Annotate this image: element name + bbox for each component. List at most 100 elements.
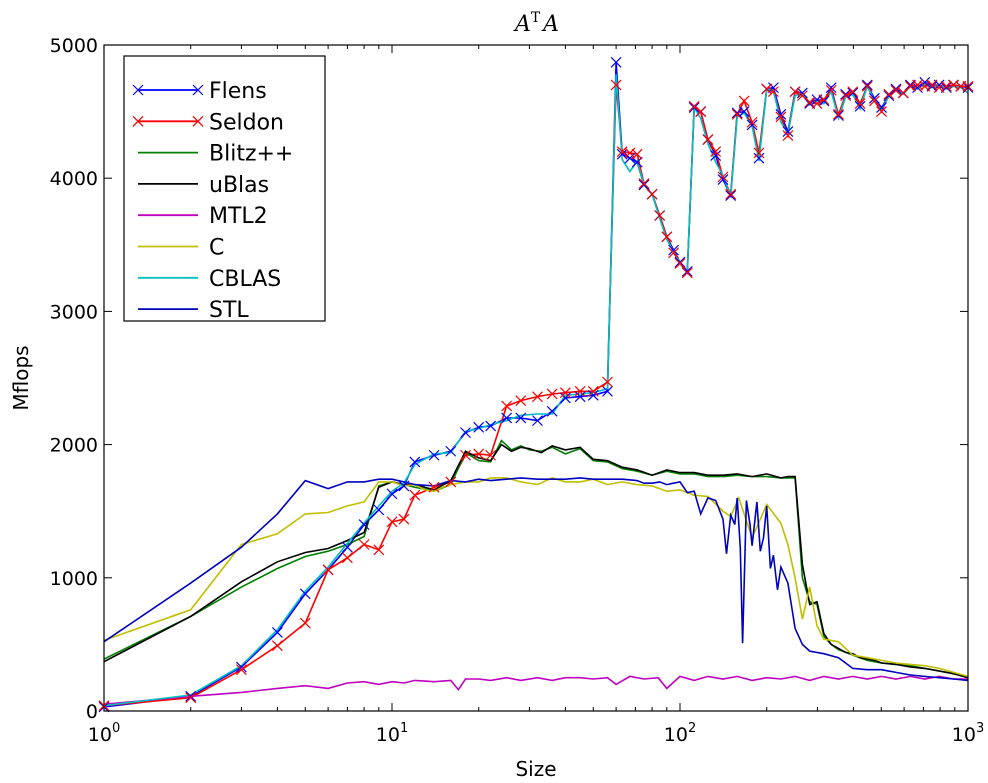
data-point-marker bbox=[861, 79, 873, 91]
data-point-marker bbox=[854, 100, 866, 112]
data-point-marker bbox=[695, 106, 707, 118]
data-point-marker bbox=[235, 661, 247, 673]
data-point-marker bbox=[271, 626, 283, 638]
data-point-marker bbox=[668, 244, 680, 256]
data-point-marker bbox=[738, 95, 750, 107]
data-point-marker bbox=[624, 152, 636, 164]
data-point-marker bbox=[271, 640, 283, 652]
legend-marker bbox=[132, 84, 144, 96]
data-point-marker bbox=[847, 86, 859, 98]
x-tick-label: 100 bbox=[88, 721, 120, 746]
data-point-marker bbox=[668, 247, 680, 259]
data-point-marker bbox=[746, 116, 758, 128]
y-tick-label: 1000 bbox=[50, 568, 98, 590]
data-point-marker bbox=[904, 80, 916, 92]
data-point-marker bbox=[386, 516, 398, 528]
data-point-marker bbox=[185, 690, 197, 702]
data-point-marker bbox=[587, 389, 599, 401]
data-point-marker bbox=[811, 98, 823, 110]
data-point-marker bbox=[654, 210, 666, 221]
y-tick-label: 0 bbox=[86, 701, 98, 723]
data-point-marker bbox=[532, 415, 543, 427]
data-point-marker bbox=[587, 385, 599, 397]
data-point-marker bbox=[731, 107, 743, 119]
data-point-marker bbox=[818, 95, 830, 107]
data-point-marker bbox=[782, 126, 794, 138]
data-point-marker bbox=[919, 76, 931, 88]
data-point-marker bbox=[775, 108, 787, 120]
data-point-marker bbox=[868, 92, 880, 104]
data-point-marker bbox=[738, 106, 750, 118]
data-point-marker bbox=[890, 83, 902, 95]
data-point-marker bbox=[825, 82, 837, 94]
x-tick-label: 101 bbox=[376, 721, 408, 746]
data-point-marker bbox=[661, 231, 673, 243]
legend-item: Flens bbox=[132, 79, 267, 104]
data-point-marker bbox=[710, 150, 722, 161]
chart-title: AT A bbox=[513, 10, 559, 37]
data-point-marker bbox=[854, 98, 866, 110]
data-point-marker bbox=[883, 88, 895, 100]
series-line-mtl2 bbox=[103, 675, 968, 706]
data-point-marker bbox=[847, 87, 859, 99]
data-point-marker bbox=[782, 130, 794, 142]
data-point-marker bbox=[725, 188, 737, 200]
legend: Flens Seldon Blitz++ uBlas MTL2 C CBLAS STL bbox=[123, 55, 326, 323]
legend-label: Blitz++ bbox=[209, 142, 293, 167]
legend-marker bbox=[132, 115, 144, 127]
data-point-marker bbox=[761, 83, 773, 95]
legend-item: CBLAS bbox=[138, 267, 281, 292]
data-point-marker bbox=[546, 405, 558, 417]
data-point-marker bbox=[775, 111, 787, 123]
data-point-marker bbox=[710, 146, 722, 157]
data-point-marker bbox=[358, 519, 370, 530]
x-tick-label: 102 bbox=[664, 721, 696, 746]
data-point-marker bbox=[610, 79, 622, 91]
data-point-marker bbox=[341, 552, 353, 564]
legend-label: C bbox=[209, 236, 224, 261]
legend-label: CBLAS bbox=[209, 267, 281, 292]
data-point-marker bbox=[674, 258, 686, 269]
data-point-marker bbox=[731, 108, 743, 120]
y-axis-label: Mflops bbox=[9, 345, 33, 410]
data-point-marker bbox=[515, 412, 527, 424]
legend-marker bbox=[192, 115, 204, 127]
data-point-marker bbox=[574, 391, 586, 403]
data-point-marker bbox=[501, 412, 513, 424]
data-point-marker bbox=[386, 488, 398, 500]
y-tick-label: 3000 bbox=[50, 301, 98, 323]
legend-label: Seldon bbox=[209, 110, 284, 135]
data-point-marker bbox=[674, 256, 686, 268]
data-point-marker bbox=[646, 188, 658, 200]
data-point-marker bbox=[445, 445, 457, 457]
data-point-marker bbox=[631, 148, 643, 160]
data-point-marker bbox=[398, 480, 410, 492]
data-point-marker bbox=[299, 588, 311, 600]
data-point-marker bbox=[840, 88, 852, 100]
data-point-marker bbox=[861, 80, 873, 92]
data-point-marker bbox=[876, 106, 887, 118]
data-point-marker bbox=[688, 102, 700, 114]
data-point-marker bbox=[559, 387, 571, 399]
data-point-marker bbox=[501, 400, 513, 412]
data-point-marker bbox=[185, 692, 197, 704]
data-point-marker bbox=[818, 94, 830, 106]
data-point-marker bbox=[725, 190, 737, 201]
data-point-marker bbox=[717, 171, 729, 183]
data-point-marker bbox=[559, 392, 571, 404]
legend-item: uBlas bbox=[138, 173, 269, 198]
data-point-marker bbox=[840, 90, 852, 102]
data-point-marker bbox=[373, 504, 385, 516]
data-point-marker bbox=[753, 147, 765, 159]
legend-box bbox=[123, 55, 326, 322]
data-point-marker bbox=[638, 178, 650, 189]
x-axis: 100 101 102 103 bbox=[88, 45, 984, 746]
data-point-marker bbox=[602, 376, 613, 388]
data-point-marker bbox=[546, 388, 558, 400]
legend-label: STL bbox=[209, 298, 249, 323]
data-point-marker bbox=[702, 134, 714, 145]
data-point-marker bbox=[753, 152, 765, 164]
data-point-marker bbox=[638, 179, 650, 191]
data-point-marker bbox=[717, 174, 729, 185]
